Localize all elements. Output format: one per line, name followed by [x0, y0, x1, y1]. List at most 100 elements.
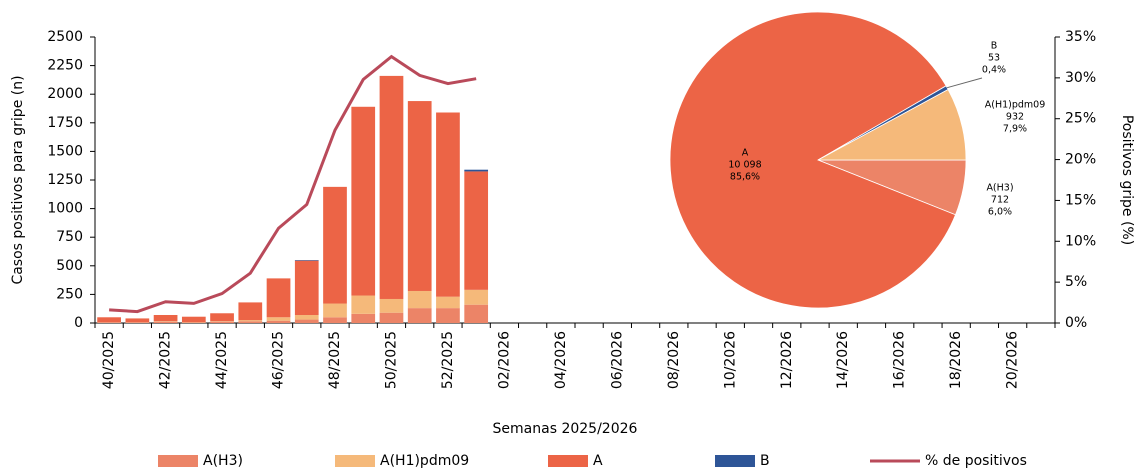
legend-label: A(H1)pdm09	[380, 453, 469, 468]
y-tick-label: 1500	[47, 143, 83, 159]
legend-label: B	[760, 453, 770, 468]
x-tick-label: 12/2026	[779, 331, 795, 389]
pie-value: 10 098	[728, 160, 761, 171]
legend-swatch	[158, 455, 198, 467]
bar	[351, 106, 376, 296]
leader-line	[946, 77, 983, 89]
bar	[407, 290, 432, 309]
bar	[210, 321, 234, 323]
pie-percent: 7,9%	[1003, 124, 1027, 135]
y-tick-label: 2250	[47, 58, 83, 74]
legend-swatch	[548, 455, 588, 467]
pie-slice	[669, 11, 957, 309]
x-tick-label: 06/2026	[609, 331, 625, 389]
y2-tick-label: 5%	[1065, 274, 1087, 290]
pie-percent: 0,4%	[982, 65, 1006, 76]
x-tick-label: 18/2026	[948, 331, 964, 389]
bar	[266, 317, 291, 321]
x-tick-label: 50/2025	[383, 331, 399, 389]
y2-tick-label: 30%	[1065, 70, 1096, 86]
bar	[294, 260, 319, 261]
bar	[351, 295, 376, 314]
bar	[436, 112, 460, 297]
y-tick-label: 0	[74, 315, 83, 331]
bar	[379, 312, 404, 323]
y2-tick-label: 10%	[1065, 233, 1096, 249]
y-tick-label: 1250	[47, 172, 83, 188]
bar	[266, 320, 291, 323]
y-axis-title: Casos positivos para gripe (n)	[10, 75, 26, 284]
y2-tick-label: 0%	[1065, 315, 1087, 331]
pie-value: 712	[991, 195, 1009, 206]
bar	[125, 322, 150, 323]
y2-tick-label: 15%	[1065, 192, 1096, 208]
pie-label: A(H3)	[986, 183, 1013, 194]
y2-axis-title: Positivos gripe (%)	[1119, 115, 1135, 245]
legend-label: % de positivos	[925, 453, 1027, 468]
x-tick-label: 08/2026	[666, 331, 682, 389]
bar	[323, 303, 347, 318]
bar	[436, 296, 460, 309]
bar	[153, 314, 178, 322]
bar	[153, 321, 178, 323]
bar	[323, 186, 347, 304]
bar	[97, 317, 121, 323]
y-tick-label: 2000	[47, 86, 83, 102]
bar	[294, 314, 319, 320]
bar	[379, 298, 404, 313]
x-tick-label: 20/2026	[1005, 331, 1021, 389]
x-tick-label: 10/2026	[722, 331, 738, 389]
y-tick-label: 500	[56, 258, 83, 274]
x-tick-label: 46/2025	[271, 331, 287, 389]
x-tick-label: 14/2026	[835, 331, 851, 389]
bar	[294, 260, 319, 315]
pie-label: A(H1)pdm09	[985, 100, 1046, 111]
legend-label: A(H3)	[203, 453, 243, 468]
bar	[153, 321, 178, 322]
bar	[238, 320, 263, 322]
bar	[181, 322, 206, 323]
bar	[323, 317, 347, 323]
x-tick-label: 02/2026	[496, 331, 512, 389]
bar	[464, 169, 489, 172]
x-tick-label: 48/2025	[327, 331, 343, 389]
bar	[238, 302, 263, 321]
bar	[266, 278, 291, 318]
pie-label: A	[742, 148, 749, 159]
y-tick-label: 2500	[47, 29, 83, 45]
y2-tick-label: 20%	[1065, 152, 1096, 168]
bar	[379, 75, 404, 299]
y2-tick-label: 35%	[1065, 29, 1096, 45]
legend-swatch	[715, 455, 755, 467]
x-tick-label: 04/2026	[553, 331, 569, 389]
legend-label: A	[593, 453, 603, 468]
x-tick-label: 16/2026	[892, 331, 908, 389]
bar	[210, 313, 234, 322]
y2-tick-label: 25%	[1065, 111, 1096, 127]
bar	[464, 171, 489, 290]
bar	[294, 319, 319, 323]
legend-swatch	[335, 455, 375, 467]
pie-value: 932	[1006, 112, 1024, 123]
y-tick-label: 1750	[47, 115, 83, 131]
bar	[210, 321, 234, 322]
bar	[436, 308, 460, 323]
bar	[351, 313, 376, 323]
bar	[407, 101, 432, 291]
pie-slice	[817, 88, 967, 161]
x-tick-label: 44/2025	[214, 331, 230, 389]
bar	[464, 289, 489, 305]
x-tick-label: 40/2025	[101, 331, 117, 389]
line	[109, 54, 477, 314]
y-tick-label: 1000	[47, 201, 83, 217]
y-tick-label: 250	[56, 286, 83, 302]
bar	[238, 321, 263, 323]
pie-percent: 6,0%	[988, 207, 1012, 218]
pie-value: 53	[988, 53, 1000, 64]
bar	[125, 318, 150, 323]
x-axis-title: Semanas 2025/2026	[493, 421, 638, 437]
bar	[464, 304, 489, 323]
bar	[181, 316, 206, 323]
